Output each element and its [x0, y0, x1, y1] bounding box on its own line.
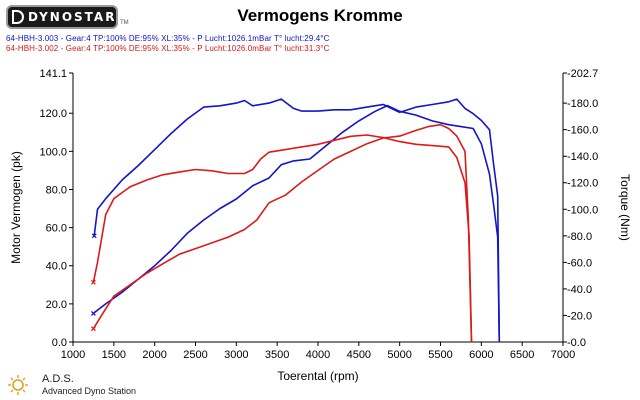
series-start-marker [90, 310, 96, 316]
logo-text: DYNOSTAR [28, 10, 117, 24]
y-left-tick-label: 120.0 [39, 108, 67, 120]
y-left-tick-label: 60.0 [46, 223, 67, 235]
x-tick-label: 6500 [510, 349, 534, 361]
y-right-tick-label: -40.0 [567, 284, 592, 296]
y-right-tick-label: -80.0 [567, 231, 592, 243]
series-start-marker [91, 233, 97, 239]
logo-d-icon [12, 10, 24, 24]
ads-sun-icon [8, 375, 28, 395]
ads-subtitle: Advanced Dyno Station [42, 386, 137, 396]
y-left-tick-label: 100.0 [39, 146, 67, 158]
series-start-marker [90, 279, 96, 285]
y-left-tick-label: 0.0 [52, 337, 67, 349]
series-start-marker [90, 326, 96, 332]
run-info-red: 64-HBH-3.002 - Gear:4 TP:100% DE:95% XL:… [6, 44, 330, 53]
x-tick-label: 5500 [428, 349, 452, 361]
x-tick-label: 4000 [306, 349, 330, 361]
y-right-tick-label: -100.0 [567, 204, 598, 216]
x-tick-label: 5000 [387, 349, 411, 361]
y-right-tick-label: -60.0 [567, 257, 592, 269]
chart-title: Vermogens Kromme [237, 6, 403, 25]
x-tick-label: 1500 [102, 349, 126, 361]
run-info-blue: 64-HBH-3.003 - Gear:4 TP:100% DE:95% XL:… [6, 34, 330, 43]
series-line-1-torque [93, 98, 501, 343]
y-left-axis-label: Motor Vermogen (pk) [9, 151, 23, 264]
y-right-tick-label: -140.0 [567, 151, 598, 163]
y-left-tick-label: 80.0 [46, 184, 67, 196]
x-tick-label: 6000 [469, 349, 493, 361]
x-tick-label: 3500 [265, 349, 289, 361]
y-right-tick-label: -120.0 [567, 178, 598, 190]
x-axis-label: Toerental (rpm) [277, 369, 358, 383]
x-tick-label: 7000 [551, 349, 575, 361]
y-right-tick-label: -202.7 [567, 68, 598, 80]
x-tick-label: 4500 [347, 349, 371, 361]
ads-brand: A.D.S. [42, 373, 74, 385]
y-left-tick-label: 141.1 [39, 68, 67, 80]
y-right-tick-label: -20.0 [567, 310, 592, 322]
series-line-3-torque [92, 134, 473, 343]
y-right-axis-label: Torque (Nm) [618, 174, 632, 241]
x-tick-label: 3000 [224, 349, 248, 361]
logo-trademark: TM [120, 20, 129, 26]
y-left-tick-label: 20.0 [46, 299, 67, 311]
x-tick-label: 1000 [61, 349, 85, 361]
y-left-tick-label: 40.0 [46, 261, 67, 273]
series-line-0-power [92, 104, 501, 343]
y-right-tick-label: -180.0 [567, 98, 598, 110]
y-right-tick-label: -160.0 [567, 125, 598, 137]
x-tick-label: 2500 [183, 349, 207, 361]
x-tick-label: 2000 [142, 349, 166, 361]
series-line-2-power [92, 123, 473, 343]
y-right-tick-label: -0.0 [567, 337, 586, 349]
dynostar-logo: DYNOSTAR [6, 5, 118, 29]
